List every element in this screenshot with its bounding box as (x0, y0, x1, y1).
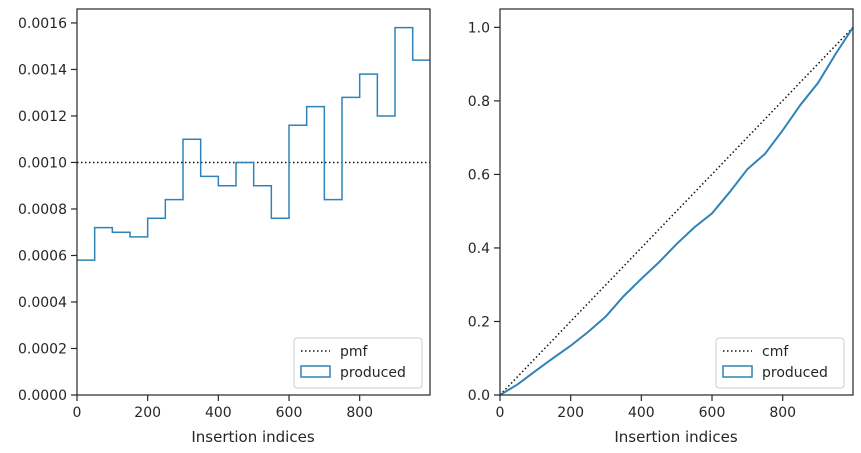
y-tick-label: 1.0 (468, 20, 490, 36)
x-tick-label: 800 (346, 405, 373, 421)
y-tick-label: 0.0000 (18, 388, 67, 404)
x-tick-label: 400 (205, 405, 232, 421)
y-tick-label: 0.0008 (18, 202, 67, 218)
y-tick-label: 0.6 (468, 167, 490, 183)
cmf-x-axis-label: Insertion indices (614, 428, 737, 446)
produced-legend-label: produced (340, 365, 406, 381)
x-tick-label: 0 (496, 405, 505, 421)
produced-cumulative-line (499, 26, 854, 396)
y-tick-label: 0.2 (468, 314, 490, 330)
y-tick-label: 0.8 (468, 94, 490, 110)
produced-legend-swatch (722, 365, 753, 378)
pmf-chart-ticks: 0 200 400 600 800 0.0000 0.0002 0.0004 0.0006 0.0… (18, 16, 373, 421)
cmf-plot-frame (499, 8, 854, 396)
cmf-chart-panel: 0 200 400 600 800 0.0 0.2 0.4 0.6 0.8 1.0 Insertio… (468, 8, 854, 446)
y-tick-label: 0.0006 (18, 248, 67, 264)
cmf-legend-label: cmf (762, 344, 789, 360)
produced-legend-label: produced (762, 365, 828, 381)
y-tick-label: 0.0002 (18, 341, 67, 357)
cmf-chart-ticks: 0 200 400 600 800 0.0 0.2 0.4 0.6 0.8 1.0 (468, 20, 796, 421)
y-tick-label: 0.0014 (18, 62, 67, 78)
x-tick-label: 400 (628, 405, 655, 421)
produced-legend-swatch (300, 365, 331, 378)
y-tick-label: 0.0010 (18, 155, 67, 171)
y-tick-label: 0.0016 (18, 16, 67, 32)
pmf-legend: pmf produced (293, 337, 423, 389)
y-tick-label: 0.0004 (18, 295, 67, 311)
pmf-chart-panel: 0 200 400 600 800 0.0000 0.0002 0.0004 0.0006 0.0… (18, 8, 431, 446)
y-tick-label: 0.4 (468, 241, 490, 257)
pmf-x-axis-label: Insertion indices (191, 428, 314, 446)
produced-histogram-step (77, 26, 430, 261)
y-tick-label: 0.0 (468, 388, 490, 404)
x-tick-label: 600 (276, 405, 303, 421)
cmf-reference-line (499, 26, 854, 396)
x-tick-label: 800 (769, 405, 796, 421)
y-tick-label: 0.0012 (18, 109, 67, 125)
x-tick-label: 200 (557, 405, 584, 421)
x-tick-label: 0 (73, 405, 82, 421)
pmf-legend-label: pmf (340, 344, 369, 360)
x-tick-label: 600 (699, 405, 726, 421)
x-tick-label: 200 (134, 405, 161, 421)
cmf-legend: cmf produced (715, 337, 845, 389)
pmf-plot-frame (76, 8, 431, 396)
